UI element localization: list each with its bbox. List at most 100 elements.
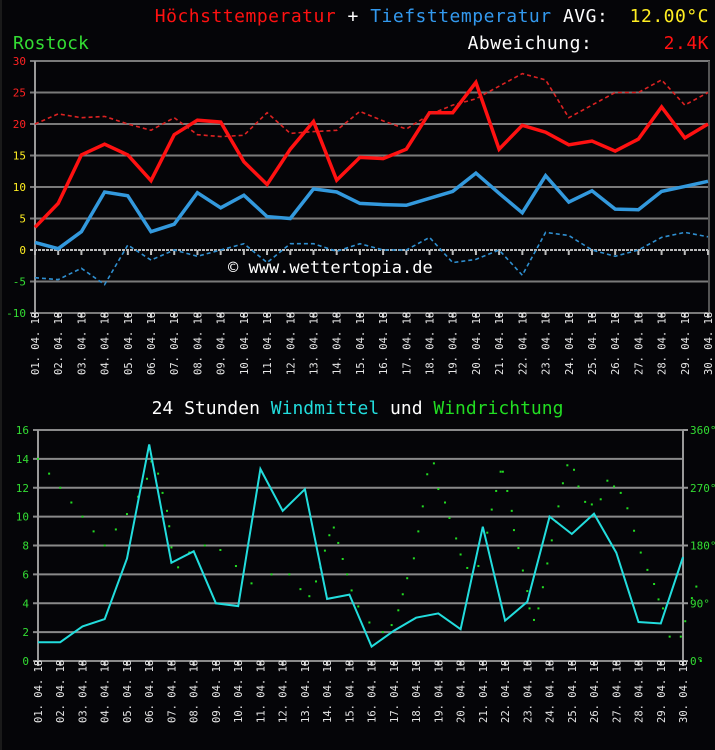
- direction-point: [161, 491, 164, 494]
- direction-point: [684, 620, 687, 623]
- direction-point: [646, 568, 649, 571]
- y2-tick-label: 360°: [690, 424, 715, 437]
- direction-point: [499, 470, 502, 473]
- direction-point: [444, 501, 447, 504]
- direction-point: [695, 585, 698, 588]
- direction-point: [426, 473, 429, 476]
- x-tick-label: 06. 04. 18: [144, 660, 156, 723]
- x-tick-label: 25. 04. 18: [567, 660, 579, 723]
- y-tick-label: 25: [13, 87, 26, 100]
- direction-point: [401, 593, 404, 596]
- x-tick-label: 11. 04. 18: [255, 660, 267, 723]
- direction-point: [168, 525, 171, 528]
- direction-point: [486, 531, 489, 534]
- direction-point: [397, 609, 400, 612]
- direction-point: [166, 509, 168, 512]
- x-tick-label: 24. 04. 18: [564, 312, 576, 375]
- x-tick-label: 15. 04. 18: [344, 660, 356, 723]
- direction-point: [308, 595, 311, 598]
- series-tiefsttemperatur-normal: [34, 231, 709, 286]
- direction-point: [270, 573, 273, 576]
- y-tick-label: 20: [13, 118, 26, 131]
- direction-point: [328, 534, 331, 537]
- direction-point: [657, 598, 660, 601]
- x-tick-label: 12. 04. 18: [285, 312, 297, 375]
- x-tick-label: 03. 04. 18: [77, 660, 89, 723]
- direction-point: [495, 489, 498, 492]
- x-tick-label: 28. 04. 18: [634, 660, 646, 723]
- direction-point: [506, 489, 509, 492]
- wind-title-dir: Windrichtung: [433, 398, 564, 419]
- title-min: Tiefsttemperatur: [370, 6, 552, 27]
- x-tick-label: 24. 04. 18: [545, 660, 557, 723]
- direction-point: [332, 526, 335, 529]
- x-tick-label: 30. 04. 18: [678, 660, 690, 723]
- y-tick-label: 10: [16, 511, 29, 524]
- y-tick-label: 15: [13, 150, 26, 163]
- direction-point: [381, 631, 384, 634]
- direction-point: [466, 566, 469, 569]
- direction-point: [145, 477, 148, 480]
- direction-point: [573, 468, 576, 471]
- x-tick-label: 07. 04. 18: [169, 312, 181, 375]
- watermark: © www.wettertopia.de: [228, 258, 433, 278]
- direction-point: [337, 541, 340, 544]
- title-max: Höchsttemperatur: [154, 6, 337, 27]
- x-tick-label: 26. 04. 18: [610, 312, 622, 375]
- x-tick-label: 07. 04. 18: [166, 660, 178, 723]
- temperature-chart: 30 25 20 15 10 5 0 -5 -10 01. 04. 18 02. 04. 18 03.…: [6, 55, 715, 375]
- direction-point: [626, 507, 629, 510]
- x-tick-label: 13. 04. 18: [308, 312, 320, 375]
- direction-point: [526, 590, 529, 593]
- wind-title-mean: Windmittel: [270, 398, 380, 419]
- x-tick-label: 19. 04. 18: [433, 660, 445, 723]
- station-name: Rostock: [13, 33, 89, 54]
- direction-point: [679, 635, 682, 638]
- direction-point: [561, 482, 564, 485]
- y-tick-label: 4: [22, 597, 29, 610]
- x-tick-label: 18. 04. 18: [411, 660, 423, 723]
- direction-point: [390, 624, 393, 627]
- direction-point: [546, 562, 549, 565]
- direction-point: [448, 516, 451, 519]
- x-tick-label: 22. 04. 18: [500, 660, 512, 723]
- x-tick-label: 11. 04. 18: [262, 312, 274, 375]
- x-tick-label: 01. 04. 18: [33, 660, 45, 723]
- y-tick-label: 10: [13, 181, 26, 194]
- direction-point: [668, 635, 671, 638]
- x-tick-label: 20. 04. 18: [456, 660, 468, 723]
- direction-point: [459, 553, 462, 556]
- direction-point: [92, 530, 95, 533]
- direction-point: [37, 457, 39, 460]
- x-tick-label: 17. 04. 18: [401, 312, 413, 375]
- x-tick-label: 29. 04. 18: [680, 312, 692, 375]
- x-tick-label: 23. 04. 18: [522, 660, 534, 723]
- direction-point: [323, 549, 326, 552]
- direction-point: [81, 515, 84, 518]
- direction-point: [315, 580, 318, 583]
- y-tick-label: 12: [16, 482, 29, 495]
- x-tick-label: 26. 04. 18: [589, 660, 601, 723]
- y-tick-label: 8: [22, 540, 29, 553]
- direction-point: [532, 618, 535, 621]
- x-tick-label: 17. 04. 18: [389, 660, 401, 723]
- direction-point: [661, 607, 664, 610]
- x-tick-label: 23. 04. 18: [541, 312, 553, 375]
- direction-point: [528, 607, 531, 610]
- x-tick-label: 22. 04. 18: [517, 312, 529, 375]
- direction-point: [577, 485, 580, 488]
- x-tick-label: 14. 04. 18: [332, 312, 344, 375]
- x-tick-label: 30. 04. 18: [703, 312, 715, 375]
- y-tick-label: 0: [22, 655, 29, 668]
- direction-point: [521, 569, 524, 572]
- direction-point: [170, 546, 173, 549]
- direction-point: [412, 557, 415, 560]
- x-tick-label: 05. 04. 18: [122, 660, 134, 723]
- series-h-chsttemperatur: [33, 78, 709, 229]
- x-tick-label: 12. 04. 18: [278, 660, 290, 723]
- direction-point: [512, 529, 515, 532]
- direction-point: [250, 582, 253, 585]
- x-tick-label: 29. 04. 18: [656, 660, 668, 723]
- wind-title-prefix: 24 Stunden: [151, 398, 260, 419]
